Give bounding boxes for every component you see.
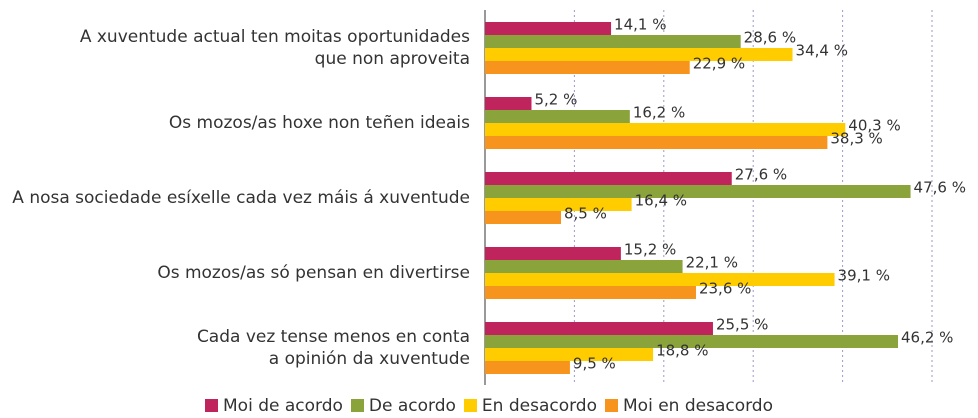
value-label: 38,3 % bbox=[830, 130, 882, 148]
bar bbox=[485, 97, 532, 110]
legend: Moi de acordo De acordo En desacordo Moi en… bbox=[0, 396, 978, 416]
category-label: Os mozos/as só pensan en divertirse bbox=[157, 263, 470, 283]
bar bbox=[485, 48, 793, 61]
bar bbox=[485, 211, 561, 224]
category-label: Cada vez tense menos en conta a opinión … bbox=[196, 327, 470, 369]
value-label: 9,5 % bbox=[573, 355, 616, 373]
value-label: 8,5 % bbox=[564, 205, 607, 223]
value-label: 22,1 % bbox=[686, 254, 738, 272]
value-label: 47,6 % bbox=[914, 179, 966, 197]
bar bbox=[485, 22, 612, 35]
bar bbox=[485, 198, 632, 211]
bar bbox=[485, 123, 846, 136]
category-label: A nosa sociedade esíxelle cada vez máis … bbox=[12, 188, 470, 208]
bar bbox=[485, 185, 911, 198]
value-label: 14,1 % bbox=[614, 16, 666, 34]
value-label: 16,4 % bbox=[635, 192, 687, 210]
legend-label: En desacordo bbox=[481, 396, 597, 416]
legend-swatch bbox=[205, 399, 218, 412]
bar bbox=[485, 273, 835, 286]
value-label: 39,1 % bbox=[838, 267, 890, 285]
value-label: 5,2 % bbox=[534, 91, 577, 109]
value-label: 40,3 % bbox=[848, 117, 900, 135]
bar bbox=[485, 361, 570, 374]
bar bbox=[485, 335, 899, 348]
bar bbox=[485, 136, 828, 149]
legend-item: De acordo bbox=[350, 396, 456, 416]
value-label: 22,9 % bbox=[693, 55, 745, 73]
bar bbox=[485, 110, 630, 123]
legend-item: Moi en desacordo bbox=[605, 396, 773, 416]
value-label: 46,2 % bbox=[901, 329, 953, 347]
legend-swatch bbox=[350, 399, 364, 412]
bar bbox=[485, 260, 683, 273]
value-label: 16,2 % bbox=[633, 104, 685, 122]
category-label: A xuventude actual ten moitas oportunida… bbox=[79, 27, 470, 69]
value-label: 28,6 % bbox=[744, 29, 796, 47]
bar bbox=[485, 172, 732, 185]
legend-item: Moi de acordo bbox=[205, 396, 343, 416]
bar bbox=[485, 286, 696, 299]
plot: 14,1 % 28,6 %34,4 % 22,9 % 5,2 % 16,2 % 40,3 … bbox=[484, 10, 966, 385]
value-label: 25,5 % bbox=[716, 316, 768, 334]
legend-label: Moi de acordo bbox=[223, 396, 343, 416]
category-label: Os mozos/as hoxe non teñen ideais bbox=[168, 113, 470, 133]
legend-swatch bbox=[605, 399, 618, 412]
value-label: 23,6 % bbox=[699, 280, 751, 298]
bar bbox=[485, 348, 654, 361]
bar bbox=[485, 322, 713, 335]
value-label: 15,2 % bbox=[624, 241, 676, 259]
bar bbox=[485, 247, 621, 260]
legend-label: Moi en desacordo bbox=[623, 396, 773, 416]
bar bbox=[485, 61, 690, 74]
legend-swatch bbox=[463, 399, 477, 412]
legend-item: En desacordo bbox=[463, 396, 597, 416]
bar bbox=[485, 35, 741, 48]
value-label: 27,6 % bbox=[735, 166, 787, 184]
value-label: 18,8 % bbox=[656, 342, 708, 360]
value-label: 34,4 % bbox=[796, 42, 848, 60]
legend-label: De acordo bbox=[368, 396, 456, 416]
